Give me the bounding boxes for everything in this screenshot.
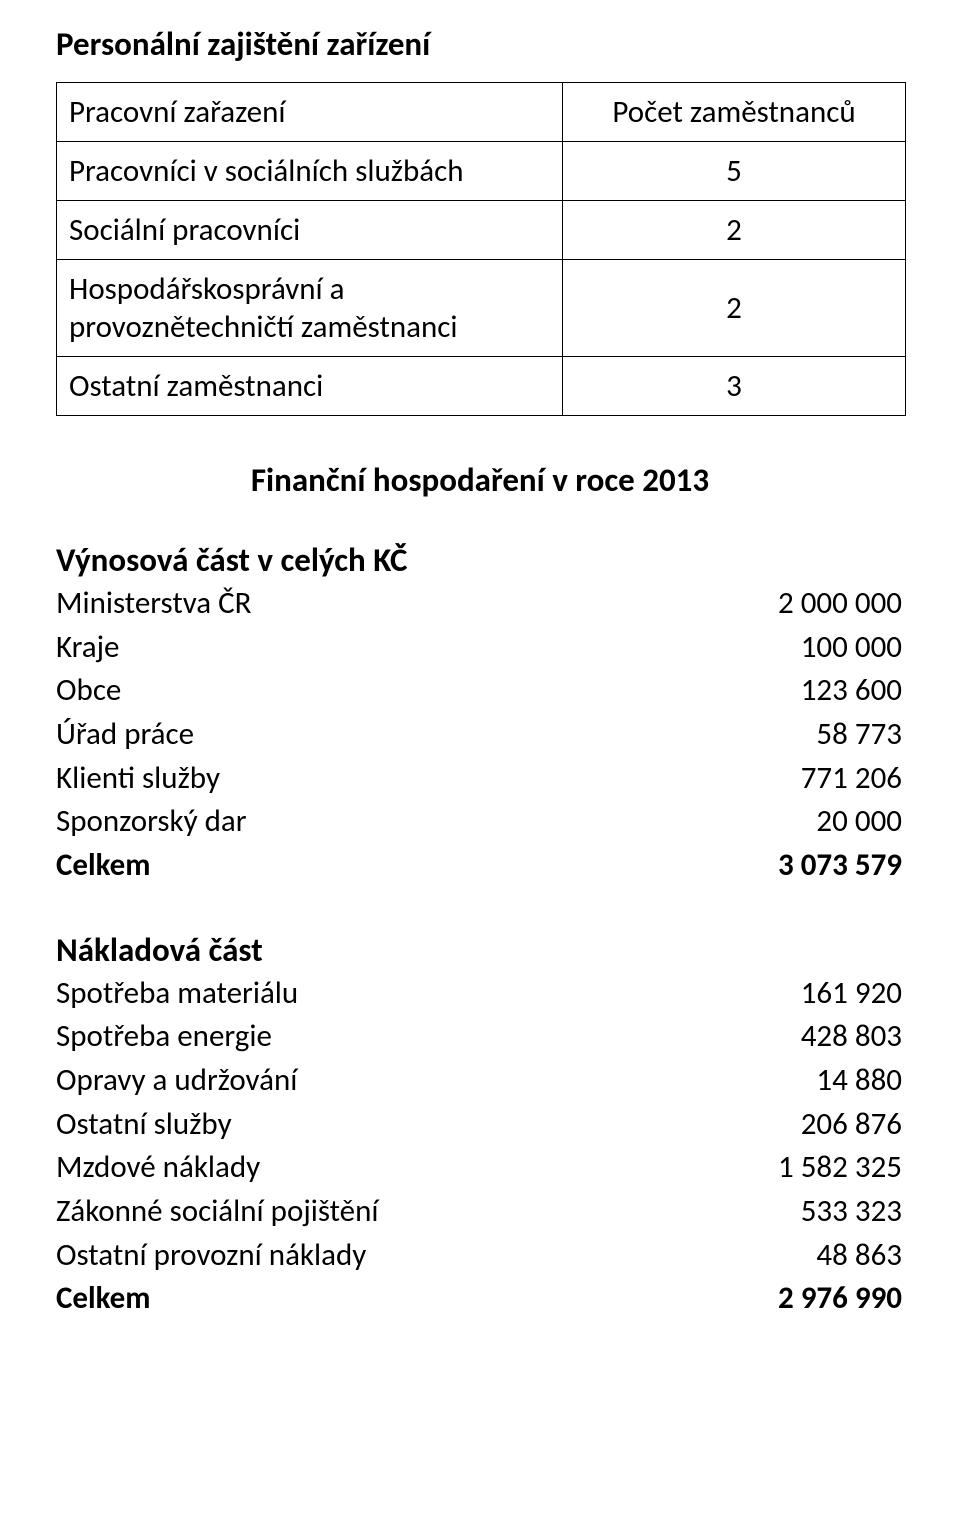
line-value: 1 582 325: [668, 1146, 906, 1190]
table-cell: 5: [563, 142, 906, 201]
line-value: 161 920: [668, 972, 906, 1016]
table-row: Ministerstva ČR2 000 000: [56, 582, 906, 626]
table-row: Úřad práce58 773: [56, 713, 906, 757]
line-label: Spotřeba energie: [56, 1015, 668, 1059]
line-label: Celkem: [56, 844, 668, 888]
line-label: Sponzorský dar: [56, 800, 668, 844]
line-value: 771 206: [668, 757, 906, 801]
table-row: Hospodářskosprávní a provoznětechničtí z…: [57, 260, 906, 357]
costs-table: Spotřeba materiálu161 920Spotřeba energi…: [56, 972, 906, 1321]
table-cell: 2: [563, 260, 906, 357]
page: Personální zajištění zařízení Pracovní z…: [0, 0, 960, 1522]
line-label: Ostatní provozní náklady: [56, 1234, 668, 1278]
line-value: 100 000: [668, 626, 906, 670]
line-label: Klienti služby: [56, 757, 668, 801]
main-heading: Personální zajištění zařízení: [56, 24, 904, 64]
line-label: Spotřeba materiálu: [56, 972, 668, 1016]
table-row: Celkem3 073 579: [56, 844, 906, 888]
table-row: Kraje100 000: [56, 626, 906, 670]
table-cell: Ostatní zaměstnanci: [57, 357, 563, 416]
line-label: Ministerstva ČR: [56, 582, 668, 626]
table-row: Celkem2 976 990: [56, 1277, 906, 1321]
costs-title: Nákladová část: [56, 930, 904, 970]
table-row: Ostatní služby206 876: [56, 1103, 906, 1147]
table-cell: 2: [563, 201, 906, 260]
line-value: 2 976 990: [668, 1277, 906, 1321]
line-label: Úřad práce: [56, 713, 668, 757]
line-value: 533 323: [668, 1190, 906, 1234]
line-value: 428 803: [668, 1015, 906, 1059]
table-row: Pracovníci v sociálních službách5: [57, 142, 906, 201]
revenues-title: Výnosová část v celých KČ: [56, 540, 904, 580]
table-cell: Sociální pracovníci: [57, 201, 563, 260]
table-row: Zákonné sociální pojištění533 323: [56, 1190, 906, 1234]
line-value: 58 773: [668, 713, 906, 757]
table-row: Obce123 600: [56, 669, 906, 713]
line-value: 206 876: [668, 1103, 906, 1147]
table-row: Sociální pracovníci2: [57, 201, 906, 260]
table-row: Ostatní provozní náklady48 863: [56, 1234, 906, 1278]
table-cell: Hospodářskosprávní a provoznětechničtí z…: [57, 260, 563, 357]
revenues-table: Ministerstva ČR2 000 000Kraje100 000Obce…: [56, 582, 906, 888]
staff-table: Pracovní zařazeníPočet zaměstnancůPracov…: [56, 82, 906, 416]
line-value: 20 000: [668, 800, 906, 844]
line-label: Celkem: [56, 1277, 668, 1321]
table-row: Sponzorský dar20 000: [56, 800, 906, 844]
line-value: 3 073 579: [668, 844, 906, 888]
line-value: 123 600: [668, 669, 906, 713]
table-row: Klienti služby771 206: [56, 757, 906, 801]
line-value: 14 880: [668, 1059, 906, 1103]
table-header-cell: Počet zaměstnanců: [563, 83, 906, 142]
line-label: Opravy a udržování: [56, 1059, 668, 1103]
line-label: Kraje: [56, 626, 668, 670]
line-label: Zákonné sociální pojištění: [56, 1190, 668, 1234]
table-header-cell: Pracovní zařazení: [57, 83, 563, 142]
line-label: Obce: [56, 669, 668, 713]
table-row: Spotřeba energie428 803: [56, 1015, 906, 1059]
line-value: 2 000 000: [668, 582, 906, 626]
finance-title: Finanční hospodaření v roce 2013: [56, 460, 904, 500]
table-row: Ostatní zaměstnanci3: [57, 357, 906, 416]
table-row: Opravy a udržování14 880: [56, 1059, 906, 1103]
table-row: Mzdové náklady1 582 325: [56, 1146, 906, 1190]
table-row: Spotřeba materiálu161 920: [56, 972, 906, 1016]
line-value: 48 863: [668, 1234, 906, 1278]
table-cell: 3: [563, 357, 906, 416]
line-label: Ostatní služby: [56, 1103, 668, 1147]
line-label: Mzdové náklady: [56, 1146, 668, 1190]
table-cell: Pracovníci v sociálních službách: [57, 142, 563, 201]
table-row: Pracovní zařazeníPočet zaměstnanců: [57, 83, 906, 142]
